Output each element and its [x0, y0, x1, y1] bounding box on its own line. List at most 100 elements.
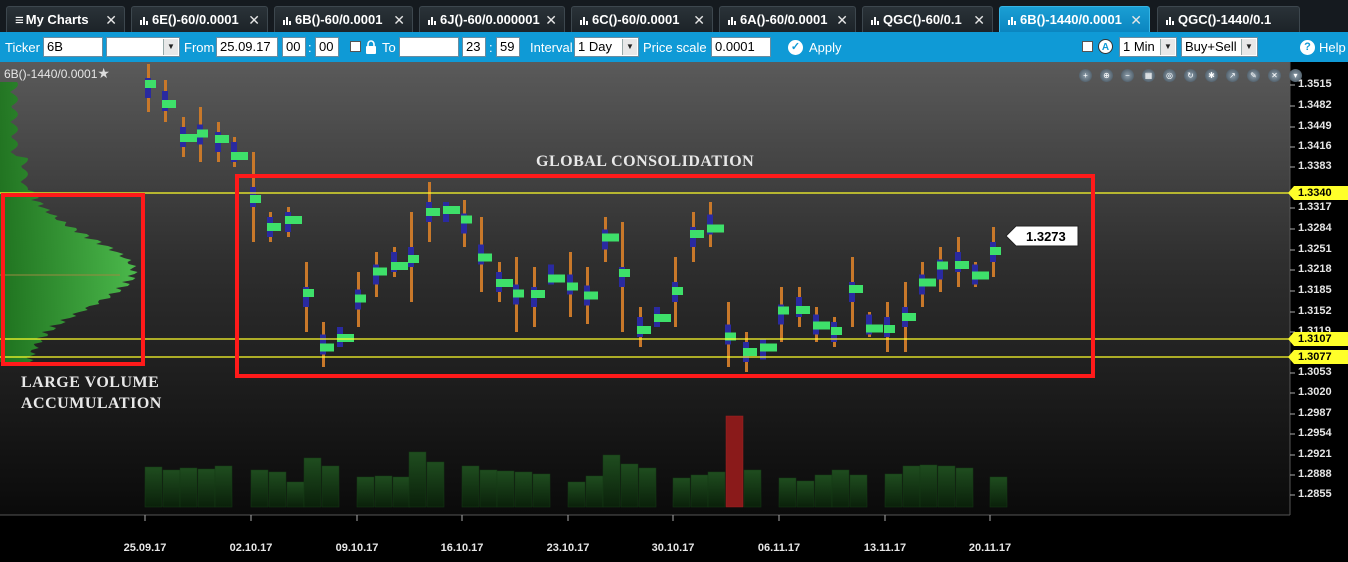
close-icon[interactable]: ✕ [105, 12, 117, 28]
settings-icon[interactable]: ✱ [1205, 69, 1218, 82]
tab-qgc-1440-0-1[interactable]: QGC()-1440/0.1 [1157, 6, 1300, 32]
help-button[interactable]: ? Help [1300, 32, 1348, 62]
candle-cluster[interactable] [408, 212, 419, 302]
close-icon[interactable]: ✕ [545, 12, 557, 28]
close-icon[interactable]: ✕ [248, 12, 260, 28]
price-scale-input[interactable]: 0.0001 [711, 37, 771, 57]
candle-cluster[interactable] [478, 217, 492, 292]
pencil-icon[interactable]: ✎ [1247, 69, 1260, 82]
zoom-fit-icon[interactable]: ⊕ [1100, 69, 1113, 82]
candle-cluster[interactable] [496, 262, 513, 302]
auto-scale-icon[interactable]: A [1098, 39, 1113, 54]
candle-cluster[interactable] [990, 227, 1001, 277]
candle-cluster[interactable] [654, 307, 671, 327]
candle-cluster[interactable] [866, 312, 883, 337]
lock-icon[interactable] [365, 40, 377, 54]
candle-cluster[interactable] [619, 222, 630, 332]
candle-cluster[interactable] [602, 217, 619, 262]
candle-cluster[interactable] [162, 80, 176, 122]
candle-cluster[interactable] [215, 122, 229, 162]
price-chart[interactable] [0, 62, 1348, 562]
tab-6b-60-0-0001[interactable]: 6B()-60/0.0001 ✕ [274, 6, 413, 32]
tab-6c-60-0-0001[interactable]: 6C()-60/0.0001 ✕ [571, 6, 713, 32]
candle-cluster[interactable] [180, 117, 197, 157]
ticker-input[interactable]: 6B [43, 37, 103, 57]
candle-cluster[interactable] [531, 267, 545, 327]
to-hour-input[interactable]: 23 [462, 37, 486, 57]
candle-cluster[interactable] [567, 252, 578, 317]
candle-cluster[interactable] [690, 212, 704, 262]
tab-6e-60-0-0001[interactable]: 6E()-60/0.0001 ✕ [131, 6, 268, 32]
chart-area[interactable]: 1.3273 6B()-1440/0.0001★ + ⊕ − ▦ ◎ ↻ ✱ ↗ ✎ ✕ ▾ 1.3… [0, 62, 1348, 562]
refresh-icon[interactable]: ↻ [1184, 69, 1197, 82]
candle-cluster[interactable] [937, 247, 948, 292]
close-icon[interactable]: ✕ [973, 12, 985, 28]
candle-cluster[interactable] [548, 264, 565, 285]
apply-button[interactable]: ✓ Apply [788, 32, 848, 62]
candle-cluster[interactable] [796, 287, 810, 327]
candle-cluster[interactable] [707, 202, 724, 247]
tab-qgc-60-0-1[interactable]: QGC()-60/0.1 ✕ [862, 6, 993, 32]
candle-cluster[interactable] [919, 262, 936, 307]
close-icon[interactable]: ✕ [836, 12, 848, 28]
candle-cluster[interactable] [285, 207, 302, 237]
from-hour-input[interactable]: 00 [282, 37, 306, 57]
timeframe-select[interactable]: 1 Min ▼ [1119, 37, 1177, 57]
candle-cluster[interactable] [760, 339, 777, 360]
from-date-input[interactable]: 25.09.17 [216, 37, 278, 57]
to-date-input[interactable] [399, 37, 459, 57]
candle-cluster[interactable] [320, 322, 334, 367]
candle-cluster[interactable] [267, 212, 281, 242]
dropdown-icon[interactable]: ▾ [1289, 69, 1302, 82]
candle-cluster[interactable] [250, 152, 261, 242]
candle-cluster[interactable] [426, 182, 440, 242]
candle-cluster[interactable] [303, 262, 314, 332]
candle-cluster[interactable] [197, 107, 208, 162]
star-icon[interactable]: ★ [97, 65, 110, 81]
price-level-label: 1.3107 [1288, 332, 1348, 346]
candle-cluster[interactable] [672, 257, 683, 327]
cluster-icon[interactable]: ▦ [1142, 69, 1155, 82]
close-icon[interactable]: ✕ [1130, 12, 1142, 28]
candle-cluster[interactable] [778, 287, 789, 342]
candle-cluster[interactable] [849, 257, 863, 327]
tab-my-charts[interactable]: ≡ My Charts ✕ [6, 6, 125, 32]
close-icon[interactable]: ✕ [693, 12, 705, 28]
close-icon[interactable]: ✕ [1268, 69, 1281, 82]
candle-cluster[interactable] [955, 237, 969, 287]
candle-cluster[interactable] [637, 307, 651, 347]
candle-cluster[interactable] [972, 262, 989, 287]
y-tick-label: 1.3218 [1298, 263, 1332, 275]
candle-cluster[interactable] [884, 302, 895, 352]
option-checkbox[interactable] [1082, 41, 1093, 52]
interval-select[interactable]: 1 Day ▼ [574, 37, 639, 57]
candle-cluster[interactable] [145, 64, 156, 112]
target-icon[interactable]: ◎ [1163, 69, 1176, 82]
export-icon[interactable]: ↗ [1226, 69, 1239, 82]
candle-cluster[interactable] [743, 332, 757, 372]
candle-cluster[interactable] [902, 282, 916, 352]
to-enable-checkbox[interactable] [350, 41, 361, 52]
candle-cluster[interactable] [584, 267, 598, 324]
ticker-select[interactable]: ▼ [106, 37, 180, 57]
candle-cluster[interactable] [373, 252, 387, 297]
candle-cluster[interactable] [337, 327, 354, 347]
candle-cluster[interactable] [513, 257, 524, 332]
candle-cluster[interactable] [355, 272, 366, 327]
candle-cluster[interactable] [831, 317, 842, 347]
candle-cluster[interactable] [725, 302, 736, 367]
tab-6b-1440-0-0001[interactable]: 6B()-1440/0.0001 ✕ [999, 6, 1150, 32]
candle-cluster[interactable] [813, 307, 830, 342]
close-icon[interactable]: ✕ [393, 12, 405, 28]
to-minute-input[interactable]: 59 [496, 37, 520, 57]
tab-6a-60-0-0001[interactable]: 6A()-60/0.0001 ✕ [719, 6, 856, 32]
tab-6j-60-0-000001[interactable]: 6J()-60/0.000001 ✕ [419, 6, 565, 32]
side-select[interactable]: Buy+Sell ▼ [1181, 37, 1258, 57]
candle-cluster[interactable] [461, 200, 472, 247]
from-minute-input[interactable]: 00 [315, 37, 339, 57]
zoom-in-icon[interactable]: + [1079, 69, 1092, 82]
zoom-out-icon[interactable]: − [1121, 69, 1134, 82]
candle-cluster[interactable] [443, 202, 460, 222]
candle-cluster[interactable] [231, 137, 248, 167]
candle-cluster[interactable] [391, 247, 408, 277]
